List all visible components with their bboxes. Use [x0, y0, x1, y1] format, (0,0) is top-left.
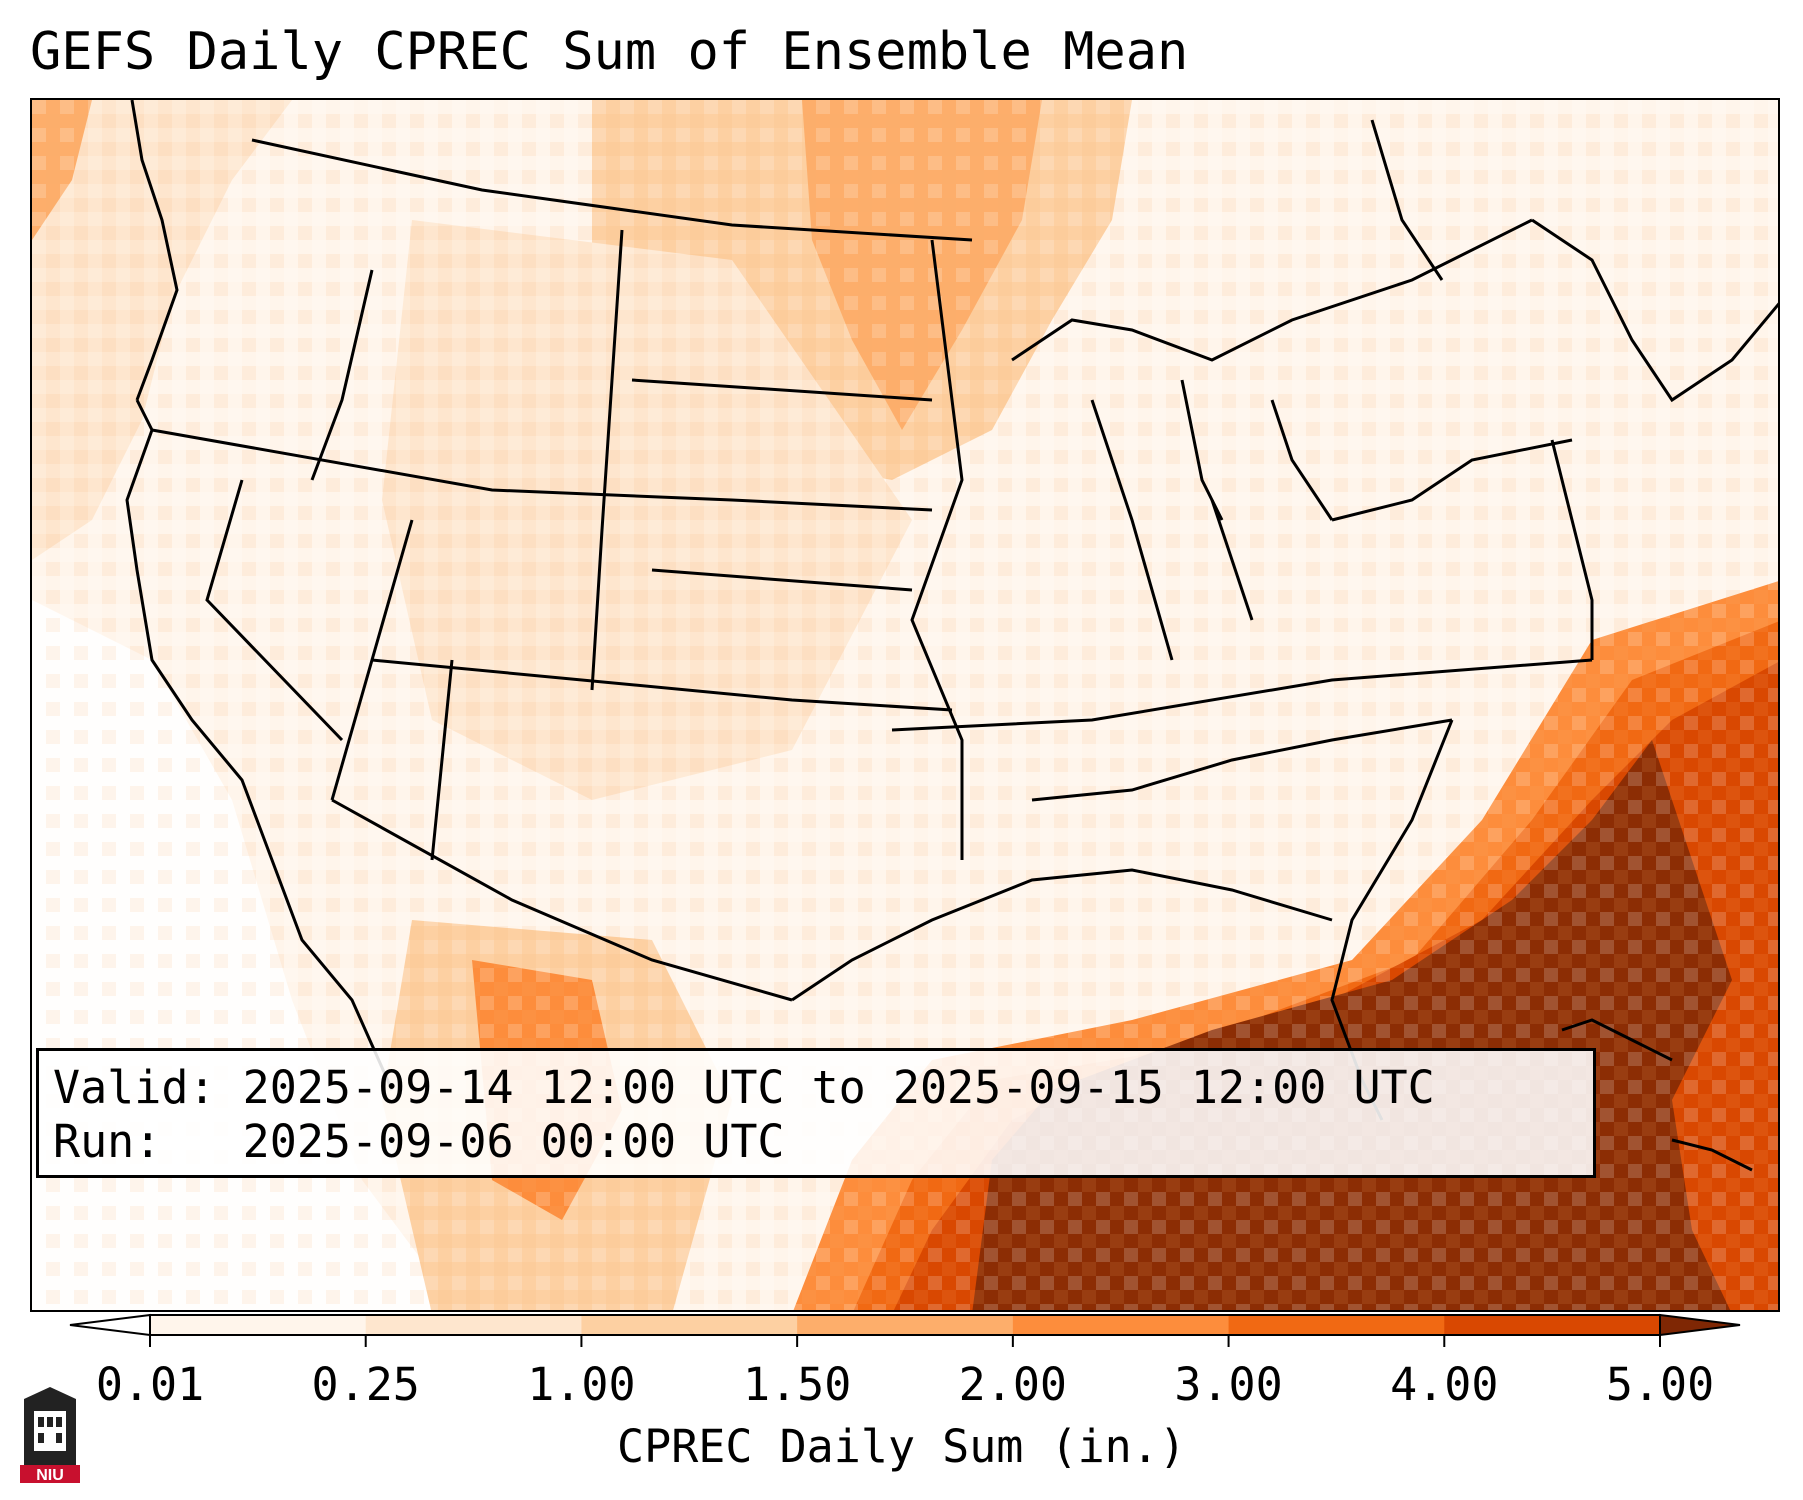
- colorbar: [69, 1313, 1741, 1347]
- border-mississippi: [910, 239, 964, 860]
- border-midwest: [1090, 399, 1174, 661]
- border-southeast: [1031, 718, 1453, 802]
- border-mountain-east: [590, 229, 624, 691]
- border-canada: [251, 138, 973, 242]
- run-label: Run:: [53, 1115, 162, 1168]
- colorbar-tick-label: 3.00: [1174, 1358, 1283, 1411]
- border-nevada: [205, 479, 344, 742]
- logo-text: NIU: [36, 1467, 64, 1484]
- lake-michigan: [1180, 379, 1224, 521]
- colorbar-tick-label: 2.00: [958, 1358, 1068, 1411]
- colorbar-under-extend: [69, 1313, 151, 1337]
- border-idaho: [310, 269, 374, 481]
- cuba-outline: [1561, 1018, 1673, 1062]
- colorbar-tick-label: 1.00: [527, 1358, 636, 1411]
- nw-coast: [130, 100, 179, 401]
- valid-label: Valid:: [53, 1061, 216, 1114]
- colorbar-segment: [1444, 1315, 1661, 1335]
- border-lat-42: [151, 428, 933, 512]
- border-lat-36: [891, 658, 1593, 732]
- colorbar-segment: [365, 1315, 582, 1335]
- logo-banner: [20, 1465, 80, 1483]
- lake-erie-ontario: [1331, 438, 1573, 522]
- lake-huron: [1270, 399, 1334, 521]
- ne-coast: [1531, 218, 1778, 403]
- colorbar-segment: [1228, 1315, 1445, 1335]
- colorbar-tick-label: 4.00: [1390, 1358, 1499, 1411]
- border-mexico: [331, 798, 793, 1002]
- border-quebec: [1370, 119, 1444, 281]
- great-lakes-coast: [1011, 218, 1533, 362]
- hispaniola-outline: [1671, 1138, 1753, 1172]
- boundaries: [125, 100, 1778, 1121]
- colorbar-segment: [150, 1315, 367, 1335]
- colorbar-segment: [797, 1315, 1014, 1335]
- gulf-coast: [791, 868, 1333, 1002]
- valid-run-info-box: Valid: 2025-09-14 12:00 UTC to 2025-09-1…: [36, 1048, 1596, 1178]
- mid-atlantic-coast: [1550, 439, 1594, 660]
- west-coast: [125, 399, 394, 1091]
- colorbar-segment: [581, 1315, 798, 1335]
- colorbar-label: CPREC Daily Sum (in.): [617, 1420, 1186, 1473]
- colorbar-segment: [1012, 1315, 1230, 1335]
- border-ohio: [1210, 499, 1254, 621]
- border-arizona-nm: [430, 659, 454, 861]
- valid-value: 2025-09-14 12:00 UTC to 2025-09-15 12:00…: [242, 1061, 1435, 1114]
- colorbar-over-extend: [1659, 1313, 1741, 1337]
- colorbar-tick-label: 0.01: [95, 1358, 205, 1411]
- niu-logo: NIU: [20, 1387, 80, 1484]
- border-sd-ne: [631, 378, 933, 402]
- map-title: GEFS Daily CPREC Sum of Ensemble Mean: [30, 22, 1189, 82]
- colorbar-border: [149, 1314, 1661, 1336]
- border-ne-ks: [651, 568, 913, 592]
- border-lat-37: [371, 658, 953, 712]
- colorbar-tick-label: 1.50: [742, 1358, 852, 1411]
- caribbean: [1561, 1018, 1753, 1172]
- run-value: 2025-09-06 00:00 UTC: [242, 1115, 785, 1168]
- colorbar-tick-label: 0.25: [311, 1358, 420, 1411]
- colorbar-tick-label: 5.00: [1605, 1358, 1715, 1411]
